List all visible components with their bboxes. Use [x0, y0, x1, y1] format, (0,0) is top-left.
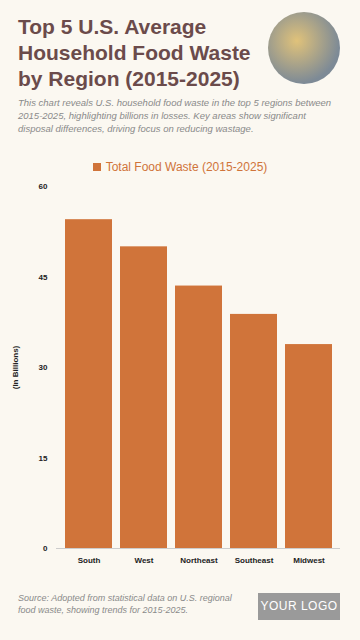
svg-text:South: South [78, 556, 101, 565]
svg-text:Southeast: Southeast [235, 556, 274, 565]
svg-text:Midwest: Midwest [293, 556, 325, 565]
svg-text:60: 60 [39, 182, 48, 191]
svg-text:30: 30 [39, 363, 48, 372]
svg-text:15: 15 [39, 454, 48, 463]
svg-text:45: 45 [39, 273, 48, 282]
html-text:YOUR LOGO: YOUR LOGO [260, 599, 338, 613]
svg-text:Northeast: Northeast [180, 556, 218, 565]
html-text:This chart reveals U.S. househ: This chart reveals U.S. household food w… [18, 97, 332, 134]
html-text:Top 5 U.S. Average Household F: Top 5 U.S. Average Household Food Waste … [18, 15, 251, 90]
html-text:Total Food Waste (2015-2025): Total Food Waste (2015-2025) [105, 160, 268, 174]
svg-text:(In Billions): (In Billions) [11, 345, 20, 389]
svg-text:West: West [135, 556, 154, 565]
svg-text:0: 0 [43, 544, 48, 553]
html-text:Source: Adopted from statistic: Source: Adopted from statistical data on… [18, 593, 232, 615]
